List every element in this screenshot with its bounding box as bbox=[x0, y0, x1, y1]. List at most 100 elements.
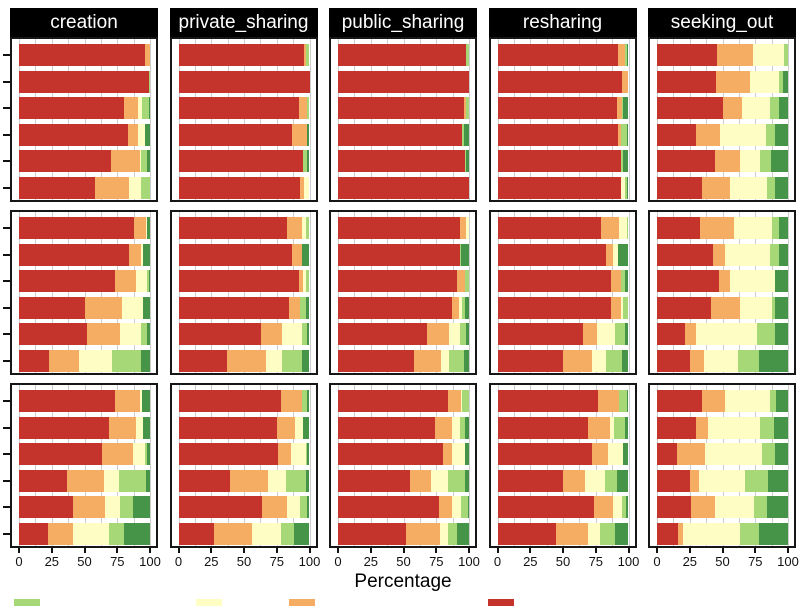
bar-segment-orange bbox=[677, 523, 684, 545]
y-axis-tick bbox=[3, 360, 10, 362]
x-axis-tick bbox=[468, 548, 470, 553]
stacked-bar bbox=[338, 443, 469, 466]
bar-segment-orange bbox=[556, 523, 588, 545]
bar-segment-dark-red bbox=[19, 44, 145, 66]
gridline bbox=[612, 385, 614, 546]
bar-segment-dark-green bbox=[623, 150, 629, 173]
gridline bbox=[595, 39, 597, 200]
bar-segment-orange bbox=[696, 123, 720, 146]
gridline bbox=[755, 385, 757, 546]
bar-segment-pale-yellow bbox=[449, 323, 460, 346]
bar-segment-pale-yellow bbox=[620, 177, 625, 199]
bar-segment-dark-red bbox=[19, 496, 73, 519]
x-tick-label: 100 bbox=[458, 554, 480, 569]
bar-segment-pale-yellow bbox=[129, 177, 141, 199]
x-axis-tick bbox=[594, 548, 597, 553]
bar-segment-light-green bbox=[606, 350, 622, 372]
gridline bbox=[689, 39, 691, 200]
bar-segment-orange bbox=[292, 123, 307, 146]
stacked-bar bbox=[19, 97, 150, 120]
bar-segment-dark-red bbox=[19, 469, 68, 492]
bar-segment-dark-red bbox=[657, 469, 690, 492]
bar-segment-light-green bbox=[300, 496, 307, 519]
stacked-bar bbox=[338, 243, 469, 266]
stacked-bar bbox=[338, 350, 469, 372]
gridline bbox=[19, 212, 20, 373]
facet-strip-label: creation bbox=[50, 12, 118, 33]
gridline bbox=[403, 385, 405, 546]
stacked-bar bbox=[338, 469, 469, 492]
bar-segment-orange bbox=[262, 496, 288, 519]
gridline bbox=[211, 39, 213, 200]
gridline bbox=[436, 39, 438, 200]
stacked-bar bbox=[19, 217, 150, 239]
bar-segment-dark-red bbox=[497, 150, 621, 173]
facet-strip-label: resharing bbox=[522, 12, 603, 33]
bar-segment-dark-green bbox=[140, 350, 150, 372]
gridline bbox=[51, 212, 53, 373]
bar-segment-pale-yellow bbox=[105, 496, 120, 519]
bar-segment-pale-yellow bbox=[620, 296, 624, 319]
bar-segment-pale-yellow bbox=[612, 243, 618, 266]
gridline bbox=[293, 212, 295, 373]
bar-segment-pale-yellow bbox=[708, 416, 761, 439]
stacked-bar bbox=[178, 350, 310, 372]
bar-segment-light-green bbox=[623, 296, 629, 319]
gridline bbox=[227, 212, 229, 373]
bar-segment-pale-yellow bbox=[714, 496, 754, 519]
gridline bbox=[738, 39, 740, 200]
stacked-bar bbox=[19, 416, 150, 439]
x-tick-label: 50 bbox=[715, 554, 730, 569]
bar-segment-orange bbox=[701, 177, 731, 199]
bar-segment-dark-red bbox=[657, 217, 701, 239]
gridline bbox=[194, 212, 196, 373]
y-axis-tick bbox=[3, 80, 10, 83]
bar-segment-dark-red bbox=[497, 390, 599, 412]
gridline bbox=[452, 385, 454, 546]
bar-segment-dark-red bbox=[338, 70, 469, 93]
bar-segment-dark-green bbox=[306, 496, 310, 519]
bar-segment-dark-red bbox=[19, 97, 124, 120]
bar-segment-dark-red bbox=[657, 296, 711, 319]
stacked-bar bbox=[497, 323, 629, 346]
gridline bbox=[689, 385, 691, 546]
x-axis-tick bbox=[83, 548, 86, 553]
gridline bbox=[260, 385, 262, 546]
bar-segment-dark-green bbox=[627, 177, 629, 199]
bar-segment-dark-green bbox=[778, 97, 788, 120]
bar-segment-dark-green bbox=[305, 296, 310, 319]
stacked-bar bbox=[657, 270, 788, 293]
bar-segment-light-green bbox=[109, 523, 124, 545]
gridline bbox=[530, 39, 532, 200]
bar-segment-orange bbox=[84, 296, 123, 319]
bar-segment-dark-green bbox=[782, 70, 788, 93]
bar-segment-dark-red bbox=[178, 270, 300, 293]
bar-segment-light-green bbox=[449, 350, 464, 372]
stacked-bar bbox=[497, 496, 629, 519]
gridline bbox=[227, 39, 229, 200]
x-tick-label: 50 bbox=[396, 554, 411, 569]
stacked-bar bbox=[178, 70, 310, 93]
bar-segment-dark-red bbox=[178, 70, 310, 93]
bar-segment-light-green bbox=[778, 70, 783, 93]
bar-segment-orange bbox=[304, 44, 306, 66]
bar-segment-pale-yellow bbox=[725, 243, 770, 266]
gridline bbox=[117, 385, 119, 546]
stacked-bar bbox=[19, 243, 150, 266]
bar-segment-dark-green bbox=[625, 496, 629, 519]
bar-segment-pale-yellow bbox=[461, 390, 463, 412]
bar-segment-pale-yellow bbox=[140, 243, 144, 266]
stacked-bar bbox=[497, 350, 629, 372]
bar-segment-dark-green bbox=[148, 97, 150, 120]
bar-segment-dark-red bbox=[657, 150, 715, 173]
bar-segment-light-green bbox=[448, 523, 458, 545]
x-tick-label: 75 bbox=[588, 554, 604, 569]
gridline bbox=[788, 385, 789, 546]
gridline bbox=[403, 39, 405, 200]
gridline bbox=[100, 385, 102, 546]
bar-segment-dark-green bbox=[306, 323, 310, 346]
bar-segment-pale-yellow bbox=[251, 523, 281, 545]
bar-segment-light-green bbox=[465, 270, 469, 293]
y-axis-tick bbox=[3, 187, 10, 189]
stacked-bar bbox=[497, 70, 629, 93]
